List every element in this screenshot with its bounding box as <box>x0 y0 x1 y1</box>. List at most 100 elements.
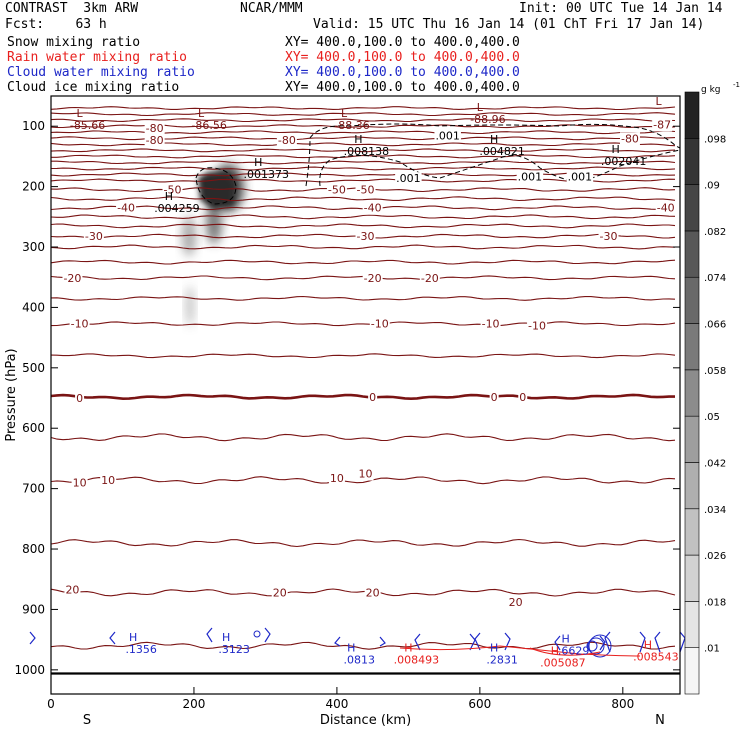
isotherm-label-bg <box>271 586 288 600</box>
north-label: N <box>655 713 665 728</box>
cloud-water-ring <box>587 637 605 655</box>
isotherm-label: -40 <box>657 202 675 215</box>
isotherm-label-bg <box>362 271 383 285</box>
isotherm-label-bg <box>69 317 90 331</box>
isotherm-line <box>50 538 676 548</box>
isotherm-label: -80 <box>621 132 639 145</box>
isotherm-line <box>50 641 676 650</box>
isotherm-label-bg <box>598 230 619 244</box>
colorbar-swatch <box>684 647 700 695</box>
high-marker: H <box>551 645 559 658</box>
isotherm-label: -30 <box>85 230 103 243</box>
isotherm-label: 0 <box>491 391 498 404</box>
colorbar-label: .026 <box>704 551 726 562</box>
isotherm-label: 0 <box>76 392 83 405</box>
x-tick-label: 400 <box>325 697 348 711</box>
colorbar-swatch <box>684 554 700 602</box>
extremum-value: .2831 <box>486 654 518 667</box>
cloud-ice-label: .001 <box>396 172 421 185</box>
x-tick-label: 200 <box>183 697 206 711</box>
snow-blob-3 <box>186 286 194 326</box>
isotherm-line <box>50 295 676 301</box>
extremum-value: .001373 <box>244 168 290 181</box>
high-marker: H <box>254 156 262 169</box>
high-marker: H <box>129 631 137 644</box>
low-marker: L <box>655 95 662 108</box>
colorbar-unit: g kg <box>701 85 721 95</box>
isotherm-label: -40 <box>364 202 382 215</box>
isotherm-label: 20 <box>366 587 380 600</box>
high-marker: H <box>561 633 569 646</box>
isotherm-line <box>50 433 676 442</box>
colorbar-label: .01 <box>704 644 720 655</box>
south-label: S <box>83 713 91 728</box>
isotherm-label-bg <box>328 471 345 485</box>
colorbar-swatch <box>684 184 700 232</box>
isotherm-label-bg <box>144 122 165 136</box>
cloud-water-ring <box>586 640 598 652</box>
isotherm-label: -30 <box>357 230 375 243</box>
cloud-ice-dashed-contours <box>195 123 681 205</box>
extremum-value: .008138 <box>344 145 390 158</box>
isotherm-line <box>50 588 676 597</box>
isotherm-label-bg <box>357 467 374 481</box>
isotherm-label: 0 <box>519 391 526 404</box>
isotherm-label-bg <box>368 390 378 404</box>
extremum-value: .008493 <box>394 654 440 667</box>
colorbar-swatch <box>684 323 700 371</box>
isotherm-line <box>51 154 676 159</box>
snow-blob-1 <box>206 200 222 244</box>
cloud-water-contour <box>334 636 386 647</box>
isotherm-label-bg <box>489 390 499 404</box>
cloud-ice-label-bg <box>516 170 544 184</box>
isotherm-label-bg <box>75 392 85 406</box>
isotherm-label: 10 <box>73 477 87 490</box>
cloud-ice-label: .001 <box>435 129 460 142</box>
cloud-water-contour <box>206 627 271 643</box>
field-rain-name: Rain water mixing ratio <box>7 50 188 65</box>
isotherm-line <box>50 148 676 153</box>
isotherm-label-bg <box>100 474 117 488</box>
y-tick-label: 400 <box>22 300 45 314</box>
field-snow-name: Snow mixing ratio <box>7 35 141 50</box>
high-marker: H <box>644 639 652 652</box>
cloud-water-contours <box>29 627 686 658</box>
field-cloudice-name: Cloud ice mixing ratio <box>7 80 180 95</box>
field-cloudwater-name: Cloud water mixing ratio <box>7 65 195 80</box>
valid-time: Valid: 15 UTC Thu 16 Jan 14 (01 ChT Fri … <box>313 17 705 32</box>
cloud-water-contour <box>554 635 606 651</box>
rain-contour <box>399 645 641 657</box>
colorbar-swatch <box>684 369 700 417</box>
y-axis-label: Pressure (hPa) <box>4 348 19 441</box>
isotherm-line <box>50 476 676 485</box>
isotherm-label: -10 <box>482 318 500 331</box>
isotherm-label: 0 <box>369 391 376 404</box>
extremum-value: .008543 <box>633 651 679 664</box>
colorbar-label: .058 <box>704 366 726 377</box>
isotherm-label-bg <box>116 201 137 215</box>
isotherm-label-bg <box>619 132 640 146</box>
cloud-ice-label-bg <box>434 129 461 143</box>
isotherm-label: -20 <box>421 272 439 285</box>
plot-frame <box>50 95 681 695</box>
cloud-ice-label: .001 <box>568 170 593 183</box>
low-marker: L <box>77 107 84 120</box>
cloud-ice-label: .001 <box>518 170 543 183</box>
extremum-value: .004259 <box>154 202 200 215</box>
center-label: NCAR/MMM <box>240 1 303 16</box>
field-rain-xy: XY= 400.0,100.0 to 400.0,400.0 <box>285 50 520 65</box>
isotherm-line <box>51 160 676 165</box>
y-tick-label: 1000 <box>14 663 45 677</box>
colorbar-swatch <box>684 91 700 139</box>
extremum-value: .1356 <box>125 643 157 656</box>
low-marker: L <box>198 107 205 120</box>
extremum-value: .3123 <box>218 643 250 656</box>
colorbar-swatch <box>684 138 700 185</box>
extremum-value: .005087 <box>540 657 586 670</box>
colorbar-label: .05 <box>704 412 720 423</box>
extremum-value: .002041 <box>601 155 647 168</box>
isotherm-label: -10 <box>371 318 389 331</box>
colorbar-swatch <box>684 601 700 648</box>
chart-title: CONTRAST 3km ARW <box>5 1 139 16</box>
